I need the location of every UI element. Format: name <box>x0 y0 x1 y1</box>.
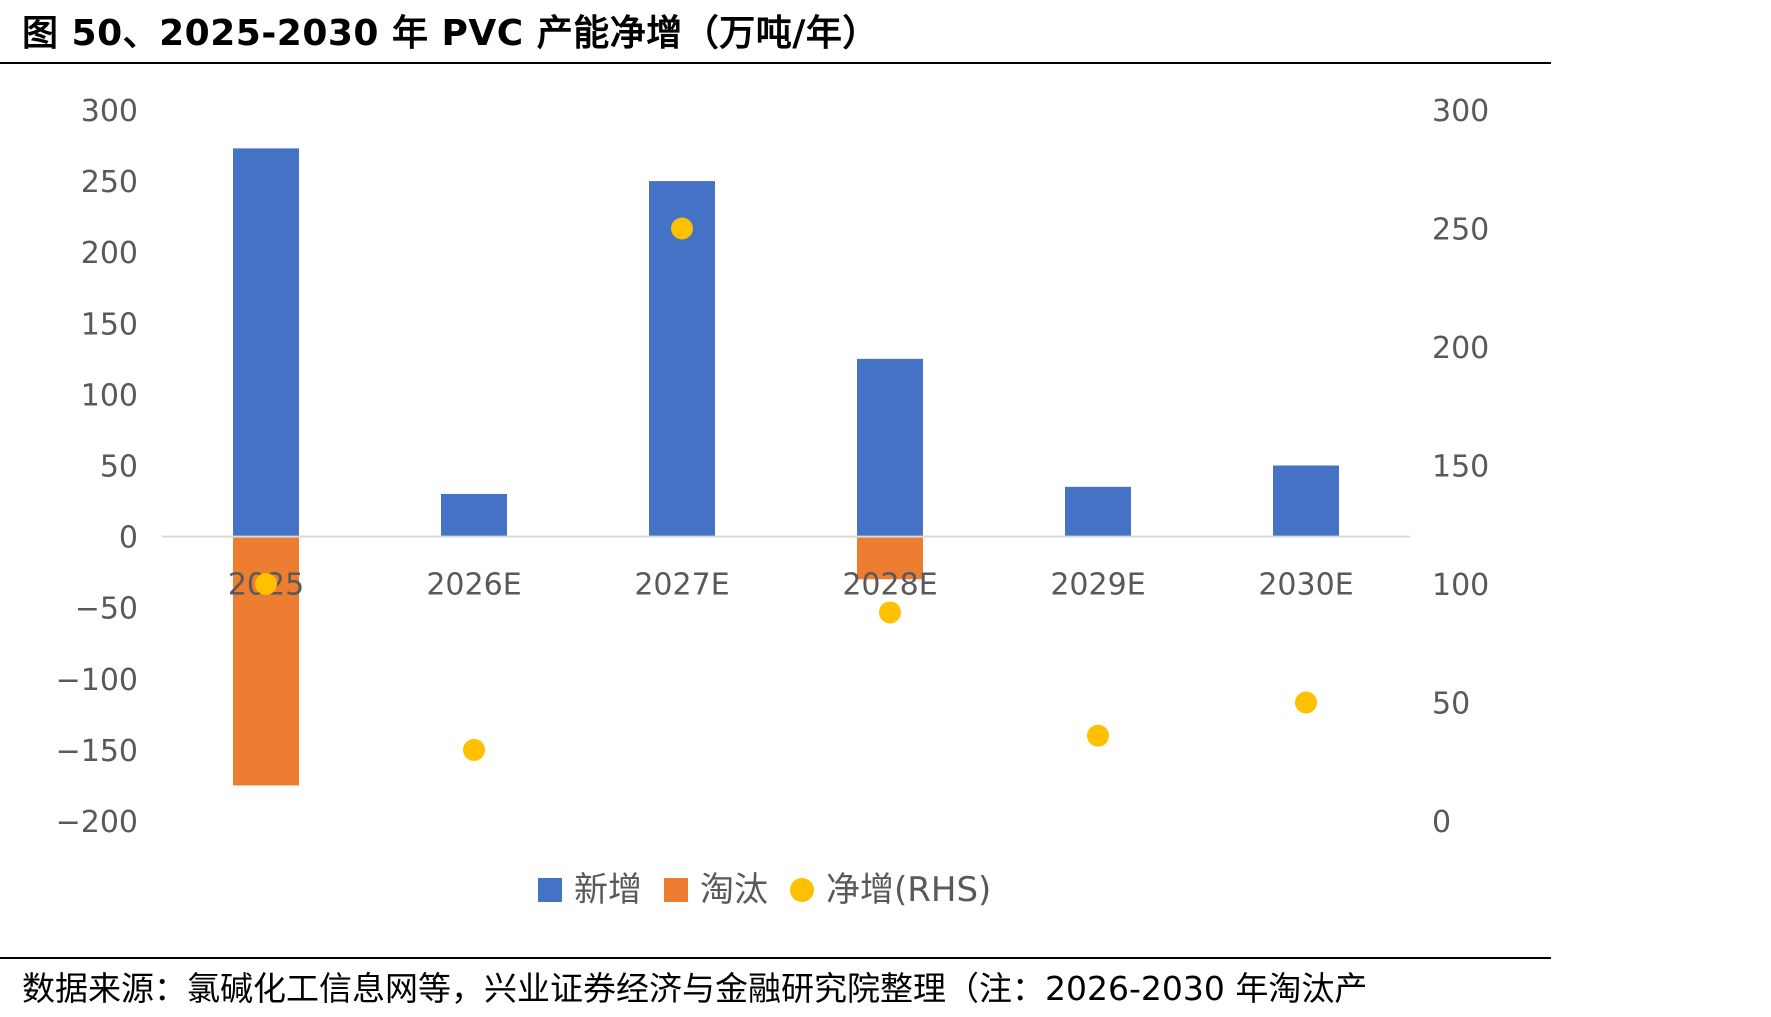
right-tick-label: 150 <box>1432 450 1489 485</box>
net-increase-point-2029E <box>1087 724 1109 747</box>
legend-label: 新增 <box>574 870 642 910</box>
legend-swatch <box>664 878 688 902</box>
right-tick-label: 0 <box>1432 805 1451 840</box>
category-label: 2028E <box>842 568 937 603</box>
bar-新增-2029E <box>1065 486 1131 537</box>
chart-legend: 新增 淘汰 净增(RHS) <box>538 870 991 910</box>
bar-新增-2026E <box>441 493 507 537</box>
bar-series <box>233 148 1339 786</box>
source-divider <box>0 957 1551 959</box>
category-label: 2026E <box>426 568 521 603</box>
right-axis: 300 250 200 150 100 50 0 <box>1432 94 1489 840</box>
bar-新增-2025 <box>233 148 299 537</box>
legend-label: 淘汰 <box>700 870 768 910</box>
category-label: 2027E <box>634 568 729 603</box>
left-axis: 300 250 200 150 100 50 0 −50 −100 −150 −200 <box>56 94 138 840</box>
bar-淘汰-2028E <box>857 536 923 580</box>
category-label: 2029E <box>1050 568 1145 603</box>
net-increase-series <box>255 217 1317 761</box>
left-tick-label: 50 <box>100 450 138 485</box>
right-tick-label: 300 <box>1432 94 1489 129</box>
net-increase-point-2025 <box>255 573 277 595</box>
left-tick-label: 150 <box>81 307 138 342</box>
net-increase-point-2026E <box>463 738 485 761</box>
left-tick-label: 250 <box>81 165 138 200</box>
bar-新增-2030E <box>1273 465 1339 537</box>
source-note: 数据来源：氯碱化工信息网等，兴业证券经济与金融研究院整理（注：2026-2030… <box>22 969 1368 1008</box>
right-tick-label: 50 <box>1432 687 1470 722</box>
legend-swatch <box>538 878 562 902</box>
left-tick-label: 300 <box>81 94 138 129</box>
net-increase-point-2030E <box>1295 691 1317 714</box>
legend-swatch <box>790 878 814 902</box>
right-tick-label: 200 <box>1432 331 1489 366</box>
left-tick-label: 0 <box>119 521 138 556</box>
category-label: 2030E <box>1258 568 1353 603</box>
left-tick-label: −50 <box>75 592 138 627</box>
left-tick-label: 200 <box>81 236 138 271</box>
left-tick-label: −100 <box>56 663 138 698</box>
legend-label: 净增(RHS) <box>826 870 991 910</box>
net-increase-point-2028E <box>879 601 901 624</box>
right-tick-label: 100 <box>1432 568 1489 603</box>
left-tick-label: 100 <box>81 378 138 413</box>
right-tick-label: 250 <box>1432 213 1489 248</box>
net-increase-point-2027E <box>671 217 693 240</box>
page-title: 图 50、2025-2030 年 PVC 产能净增（万吨/年） <box>22 13 879 54</box>
left-tick-label: −200 <box>56 805 138 840</box>
title-divider <box>0 62 1551 64</box>
bar-新增-2028E <box>857 358 923 537</box>
left-tick-label: −150 <box>56 734 138 769</box>
bar-新增-2027E <box>649 181 715 537</box>
category-axis: 20252026E2027E2028E2029E2030E <box>228 568 1354 603</box>
pvc-capacity-chart: 300 250 200 150 100 50 0 −50 −100 −150 −200 300 250… <box>56 94 1490 910</box>
